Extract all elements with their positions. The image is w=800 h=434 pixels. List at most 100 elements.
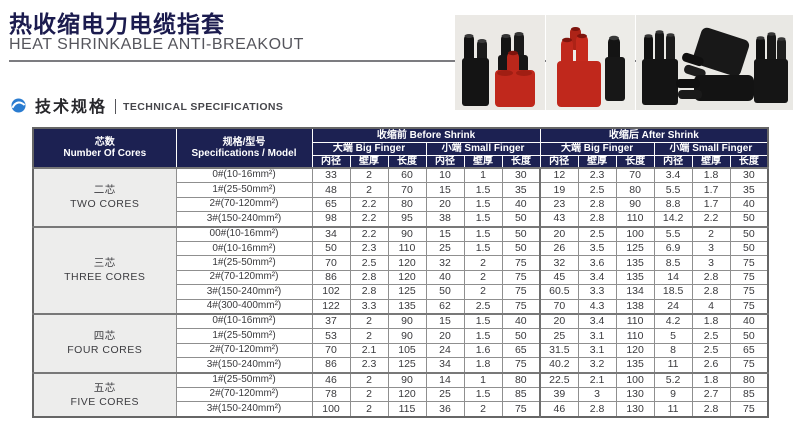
after-shrink-header: 收缩后 After Shrink <box>539 127 769 143</box>
value-cell: 2 <box>349 312 389 330</box>
value-cell: 45 <box>539 269 579 286</box>
table-row: 4#(300-400mm²) 122 3.3 135 62 2.5 75 70 4.3 138 24… <box>33 298 769 315</box>
value-cell: 2 <box>349 182 389 198</box>
value-cell: 2.7 <box>691 387 731 403</box>
value-cell: 5 <box>653 328 693 344</box>
value-cell: 15 <box>425 182 465 198</box>
value-cell: 122 <box>311 298 351 315</box>
subheader-inner-dia: 内径 <box>653 154 693 169</box>
value-cell: 75 <box>501 298 541 315</box>
spec-model-cell: 3#(150-240mm²) <box>175 357 313 374</box>
value-cell: 1.8 <box>691 167 731 184</box>
value-cell: 2.2 <box>691 211 731 228</box>
value-cell: 70 <box>311 342 351 359</box>
value-cell: 2.3 <box>349 357 389 374</box>
value-cell: 65 <box>729 342 769 359</box>
value-cell: 2.5 <box>349 255 389 271</box>
value-cell: 4.2 <box>653 312 693 330</box>
value-cell: 3 <box>691 255 731 271</box>
value-cell: 50 <box>425 284 465 300</box>
subheader-wall: 壁厚 <box>577 154 617 169</box>
value-cell: 138 <box>615 298 655 315</box>
value-cell: 2.6 <box>691 357 731 374</box>
value-cell: 75 <box>501 357 541 374</box>
value-cell: 24 <box>425 342 465 359</box>
value-cell: 1.8 <box>691 312 731 330</box>
value-cell: 90 <box>387 371 427 389</box>
value-cell: 130 <box>615 387 655 403</box>
spec-model-cell: 3#(150-240mm²) <box>175 211 313 228</box>
table-row: 1#(25-50mm²) 70 2.5 120 32 2 75 32 3.6 135 8.5 3 75 <box>33 255 769 271</box>
value-cell: 86 <box>311 357 351 374</box>
value-cell: 90 <box>387 225 427 243</box>
value-cell: 15 <box>425 225 465 243</box>
page-title: 热收缩电力电缆指套 <box>9 11 225 37</box>
spec-model-cell: 0#(10-16mm²) <box>175 312 313 330</box>
value-cell: 20 <box>425 196 465 213</box>
value-cell: 40 <box>729 312 769 330</box>
big-finger-header: 大端 Big Finger <box>311 141 427 156</box>
value-cell: 50 <box>729 211 769 228</box>
value-cell: 40.2 <box>539 357 579 374</box>
table-row: 0#(10-16mm²) 50 2.3 110 25 1.5 50 26 3.5 125 6.9 3 5… <box>33 241 769 257</box>
value-cell: 22.5 <box>539 371 579 389</box>
value-cell: 25 <box>539 328 579 344</box>
value-cell: 1.5 <box>463 241 503 257</box>
value-cell: 1.5 <box>463 387 503 403</box>
product-photos <box>455 15 793 110</box>
value-cell: 1 <box>463 371 503 389</box>
value-cell: 34 <box>425 357 465 374</box>
value-cell: 2.8 <box>577 401 617 418</box>
value-cell: 135 <box>615 269 655 286</box>
value-cell: 2 <box>349 167 389 184</box>
section-header: 技术规格 TECHNICAL SPECIFICATIONS <box>11 93 283 117</box>
value-cell: 1.6 <box>463 342 503 359</box>
value-cell: 40 <box>425 269 465 286</box>
value-cell: 78 <box>311 387 351 403</box>
table-row: 2#(70-120mm²) 65 2.2 80 20 1.5 40 23 2.8 90 8.8 1.7… <box>33 196 769 213</box>
value-cell: 14 <box>425 371 465 389</box>
value-cell: 2.2 <box>349 225 389 243</box>
value-cell: 115 <box>387 401 427 418</box>
spec-model-cell: 2#(70-120mm²) <box>175 342 313 359</box>
value-cell: 24 <box>653 298 693 315</box>
value-cell: 20 <box>539 312 579 330</box>
value-cell: 65 <box>501 342 541 359</box>
value-cell: 3 <box>691 241 731 257</box>
value-cell: 10 <box>425 167 465 184</box>
value-cell: 75 <box>729 401 769 418</box>
spec-model-cell: 1#(25-50mm²) <box>175 371 313 389</box>
cores-group-cell: 五芯 FIVE CORES <box>32 371 177 418</box>
value-cell: 110 <box>615 328 655 344</box>
value-cell: 120 <box>387 387 427 403</box>
value-cell: 35 <box>501 182 541 198</box>
value-cell: 75 <box>501 284 541 300</box>
value-cell: 120 <box>387 269 427 286</box>
value-cell: 75 <box>501 269 541 286</box>
value-cell: 3.3 <box>577 284 617 300</box>
value-cell: 1.5 <box>463 182 503 198</box>
value-cell: 14.2 <box>653 211 693 228</box>
value-cell: 50 <box>501 241 541 257</box>
product-photo-red-boot <box>546 15 635 110</box>
value-cell: 2.8 <box>691 284 731 300</box>
value-cell: 60.5 <box>539 284 579 300</box>
value-cell: 39 <box>539 387 579 403</box>
value-cell: 100 <box>615 371 655 389</box>
value-cell: 2.8 <box>691 269 731 286</box>
value-cell: 2.5 <box>577 182 617 198</box>
spec-model-cell: 2#(70-120mm²) <box>175 269 313 286</box>
value-cell: 80 <box>729 371 769 389</box>
value-cell: 5.5 <box>653 182 693 198</box>
value-cell: 86 <box>311 269 351 286</box>
table-row: 2#(70-120mm²) 70 2.1 105 24 1.6 65 31.5 3.1 120 8 2… <box>33 342 769 359</box>
value-cell: 3 <box>577 387 617 403</box>
value-cell: 50 <box>729 225 769 243</box>
value-cell: 85 <box>501 387 541 403</box>
black-four-finger-boot-lying <box>676 27 754 101</box>
value-cell: 9 <box>653 387 693 403</box>
value-cell: 2.8 <box>577 196 617 213</box>
value-cell: 3.4 <box>577 269 617 286</box>
value-cell: 65 <box>311 196 351 213</box>
value-cell: 100 <box>311 401 351 418</box>
